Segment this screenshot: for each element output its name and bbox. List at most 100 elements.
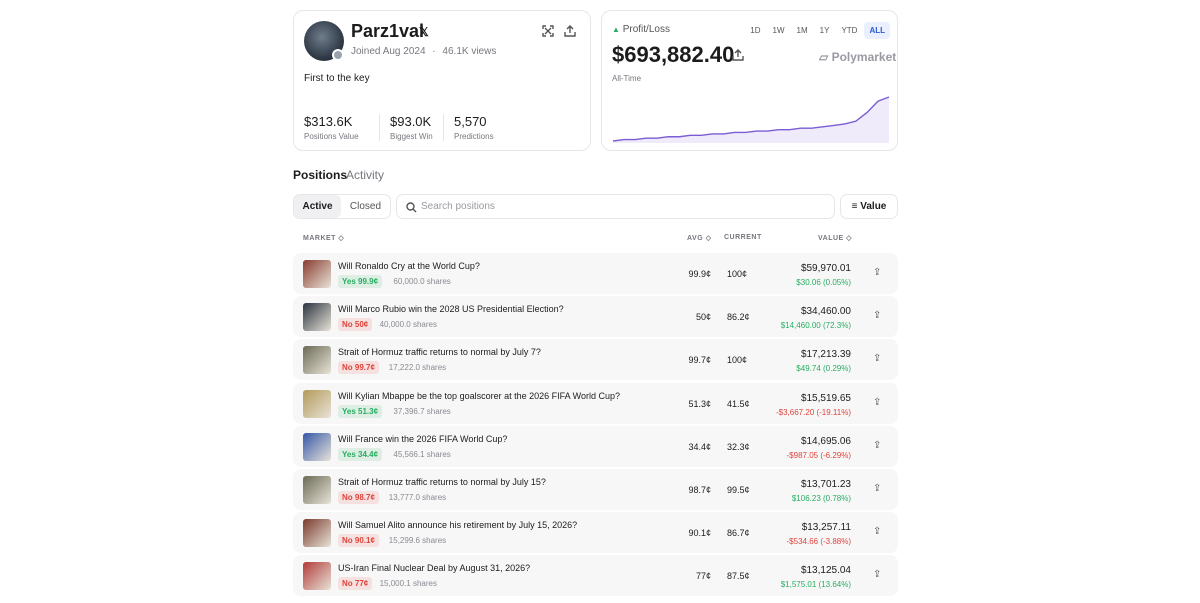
outcome-badge: Yes 34.4¢ (338, 447, 383, 461)
range-button[interactable]: 1D (750, 26, 761, 35)
pnl-change: -$534.66 (-3.88%) (786, 537, 851, 547)
pnl-card: ▲ Profit/Loss 1D 1W 1M 1Y YTD ALL $693,882.40… (601, 10, 898, 151)
avg-price: 99.7¢ (688, 355, 711, 366)
stat: $313.6K Positions Value (304, 114, 359, 141)
market-title[interactable]: Will Ronaldo Cry at the World Cup? (338, 261, 480, 271)
share-position[interactable]: ⇪ (873, 526, 882, 538)
stat-label: Positions Value (304, 132, 359, 141)
sort-label: Value (860, 201, 887, 212)
position-value: $13,701.23 (800, 479, 851, 490)
market-thumbnail (303, 562, 331, 591)
shares: 45,566.1 shares (393, 449, 451, 459)
period: All-Time (612, 74, 642, 83)
position-row[interactable]: Will France win the 2026 FIFA World Cup?… (293, 425, 898, 467)
search-placeholder: Search positions (421, 201, 495, 212)
avg-price: 99.9¢ (688, 269, 711, 279)
avg-price: 51.3¢ (688, 398, 711, 409)
profile-name: Parz1val (351, 21, 425, 41)
avg-price: 34.4¢ (688, 441, 711, 452)
current-price: 41.5¢ (727, 398, 750, 409)
col-market-text: MARKET (303, 235, 336, 242)
market-title[interactable]: Will Samuel Alito announce his retiremen… (338, 520, 578, 531)
position-row[interactable]: Will Kylian Mbappe be the top goalscorer… (293, 382, 898, 424)
avg-price: 98.7¢ (688, 485, 711, 495)
share-position[interactable]: ⇪ (873, 310, 882, 322)
shares: 15,000.1 shares (379, 579, 437, 589)
position-row[interactable]: Strait of Hormuz traffic returns to norm… (293, 339, 898, 381)
col-value[interactable]: VALUE ◇ (818, 235, 853, 242)
range-button[interactable]: 1Y (819, 26, 830, 35)
col-current: CURRENT (724, 234, 762, 241)
market-thumbnail (303, 260, 331, 288)
views: 46.1K views (442, 46, 497, 57)
pnl-change: $1,575.01 (13.64%) (780, 580, 851, 590)
market-title[interactable]: Strait of Hormuz traffic returns to norm… (338, 477, 546, 487)
market-thumbnail (303, 389, 331, 418)
pnl-change: $106.23 (0.78%) (791, 494, 851, 503)
avg-price: 90.1¢ (688, 528, 711, 539)
range-button[interactable]: ALL (864, 22, 890, 39)
stat-value: $313.6K (304, 114, 353, 129)
market-title[interactable]: Strait of Hormuz traffic returns to norm… (338, 347, 541, 358)
range-button[interactable]: YTD (841, 26, 858, 35)
share-position[interactable]: ⇪ (873, 439, 882, 451)
position-row[interactable]: Will Marco Rubio win the 2028 US Preside… (293, 296, 898, 338)
col-avg-text: AVG (687, 235, 704, 242)
market-thumbnail (303, 519, 331, 548)
sparkline-area (613, 97, 889, 143)
search-icon (406, 202, 417, 213)
pnl-change: $49.74 (0.29%) (796, 364, 851, 374)
share-position[interactable]: ⇪ (873, 569, 882, 581)
position-row[interactable]: Will Samuel Alito announce his retiremen… (293, 512, 898, 554)
stat-label: Biggest Win (390, 132, 433, 141)
pnl-change: $30.06 (0.05%) (796, 278, 851, 287)
expand-button[interactable] (542, 25, 554, 37)
position-value: $17,213.39 (800, 349, 851, 361)
position-row[interactable]: Will Ronaldo Cry at the World Cup? Yes 99… (293, 253, 898, 294)
position-value: $59,970.01 (800, 263, 851, 274)
sparkline-chart (612, 96, 890, 143)
shares: 40,000.0 shares (379, 320, 437, 330)
tab-activity[interactable]: Activity (346, 168, 385, 182)
stat-value: $93.0K (390, 114, 432, 129)
filter-closed[interactable]: Closed (349, 201, 382, 212)
position-row[interactable]: Strait of Hormuz traffic returns to norm… (293, 469, 898, 510)
filter-group: Active Closed (293, 194, 391, 219)
stat-value: 5,570 (454, 114, 487, 129)
share-position[interactable]: ⇪ (873, 396, 882, 408)
position-value: $34,460.00 (800, 306, 851, 318)
market-title[interactable]: Will France win the 2026 FIFA World Cup? (338, 433, 508, 444)
current-price: 32.3¢ (727, 441, 750, 452)
col-avg[interactable]: AVG ◇ (687, 235, 712, 242)
share-position[interactable]: ⇪ (873, 483, 882, 494)
shares: 13,777.0 shares (388, 493, 447, 502)
outcome-badge: No 77¢ (338, 577, 373, 591)
outcome-badge: No 90.1¢ (338, 534, 379, 548)
share-position[interactable]: ⇪ (873, 267, 882, 278)
market-title[interactable]: Will Kylian Mbappe be the top goalscorer… (338, 390, 620, 401)
range-button[interactable]: 1W (772, 26, 785, 35)
position-value: $15,519.65 (800, 392, 851, 404)
profile-meta: Joined Aug 2024 · 46.1K views (351, 46, 496, 57)
position-row[interactable]: US-Iran Final Nuclear Deal by August 31,… (293, 555, 898, 597)
joined: Joined Aug 2024 (351, 46, 426, 57)
avg-price: 50¢ (695, 312, 711, 323)
range-button[interactable]: 1M (796, 26, 808, 35)
pnl-change: -$3,667.20 (-19.11%) (775, 407, 851, 417)
sort-button[interactable]: ≡ Value (840, 194, 898, 219)
sparkline (612, 96, 890, 142)
shares: 17,222.0 shares (388, 363, 447, 373)
search-box[interactable]: Search positions (396, 194, 835, 219)
share-button[interactable] (564, 25, 576, 37)
x-link[interactable]: 𝕏 (419, 25, 429, 39)
market-title[interactable]: US-Iran Final Nuclear Deal by August 31,… (338, 563, 531, 574)
col-market[interactable]: MARKET ◇ (303, 235, 345, 242)
position-value: $14,695.06 (800, 435, 851, 447)
share-position[interactable]: ⇪ (873, 353, 882, 365)
market-title[interactable]: Will Marco Rubio win the 2028 US Preside… (338, 304, 564, 315)
tab-positions[interactable]: Positions (293, 168, 348, 182)
pnl-share[interactable] (732, 49, 744, 61)
filter-active[interactable]: Active (294, 195, 341, 218)
market-thumbnail (303, 432, 331, 461)
